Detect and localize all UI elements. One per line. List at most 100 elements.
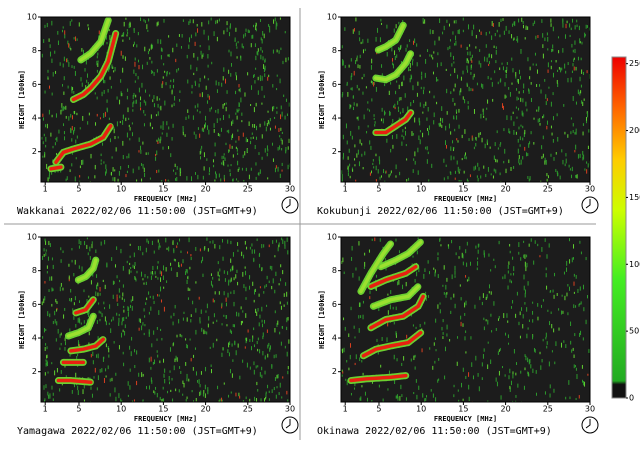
- noise-speck: [276, 374, 278, 379]
- noise-speck: [523, 254, 525, 258]
- noise-speck: [285, 282, 287, 286]
- noise-speck: [187, 297, 189, 300]
- noise-speck: [395, 395, 397, 399]
- noise-speck: [414, 366, 416, 370]
- noise-speck: [522, 24, 524, 29]
- noise-speck: [122, 33, 124, 36]
- noise-speck: [278, 283, 280, 286]
- noise-speck: [137, 245, 139, 251]
- noise-speck: [199, 93, 201, 97]
- noise-speck: [134, 349, 136, 353]
- noise-speck: [490, 77, 492, 81]
- noise-speck: [158, 294, 160, 297]
- noise-speck: [62, 26, 64, 29]
- noise-speck: [285, 146, 287, 152]
- noise-speck: [548, 361, 550, 367]
- noise-speck: [187, 109, 189, 113]
- noise-speck: [126, 170, 128, 174]
- noise-speck: [56, 321, 58, 326]
- noise-speck: [207, 78, 209, 81]
- noise-speck: [523, 240, 525, 243]
- noise-speck: [516, 36, 518, 40]
- noise-speck: [129, 23, 131, 28]
- noise-speck: [355, 179, 357, 182]
- noise-speck: [421, 75, 423, 80]
- noise-speck: [423, 104, 425, 109]
- noise-speck: [232, 359, 234, 362]
- noise-speck: [558, 327, 560, 331]
- noise-speck: [532, 368, 534, 373]
- noise-speck: [515, 372, 517, 376]
- noise-speck: [395, 24, 397, 29]
- noise-speck: [97, 282, 99, 287]
- noise-speck: [467, 60, 469, 64]
- noise-speck: [46, 271, 48, 274]
- noise-speck: [94, 175, 96, 179]
- noise-speck: [122, 329, 124, 333]
- noise-speck: [111, 257, 113, 261]
- noise-speck: [492, 98, 494, 102]
- noise-speck: [108, 117, 110, 120]
- noise-speck: [145, 101, 147, 106]
- noise-speck: [190, 254, 192, 257]
- noise-speck: [472, 76, 474, 80]
- noise-speck: [162, 121, 164, 126]
- noise-speck: [250, 104, 252, 107]
- noise-speck: [265, 396, 267, 400]
- colorbar-tick-label: 250: [629, 59, 640, 68]
- noise-speck: [255, 125, 257, 131]
- y-tick-label: 8: [332, 266, 337, 275]
- noise-speck: [393, 105, 395, 108]
- noise-speck: [380, 118, 382, 122]
- noise-speck: [55, 70, 57, 74]
- noise-speck: [491, 330, 493, 333]
- noise-speck: [209, 241, 211, 244]
- noise-speck: [127, 306, 129, 311]
- noise-speck: [529, 141, 531, 145]
- noise-speck: [498, 22, 500, 27]
- noise-speck: [232, 133, 234, 139]
- noise-speck: [210, 273, 212, 277]
- noise-speck: [527, 176, 529, 179]
- noise-speck: [207, 64, 209, 68]
- noise-speck: [276, 386, 278, 389]
- noise-speck: [468, 138, 470, 141]
- noise-speck: [242, 359, 244, 363]
- noise-speck: [86, 79, 88, 83]
- noise-speck: [351, 135, 353, 140]
- noise-speck: [106, 107, 108, 111]
- noise-speck: [195, 134, 197, 140]
- noise-speck: [487, 167, 489, 172]
- noise-speck: [541, 145, 543, 150]
- noise-speck: [485, 44, 487, 48]
- noise-speck: [218, 81, 220, 86]
- noise-speck: [214, 300, 216, 303]
- noise-speck: [538, 106, 540, 110]
- noise-speck: [563, 340, 565, 343]
- noise-speck: [510, 306, 512, 309]
- noise-speck: [229, 341, 231, 346]
- noise-speck: [150, 271, 152, 275]
- noise-speck: [70, 48, 72, 51]
- noise-speck: [103, 89, 105, 94]
- noise-speck: [131, 305, 133, 311]
- noise-speck: [223, 67, 225, 72]
- noise-speck: [148, 332, 150, 337]
- noise-speck: [113, 281, 115, 285]
- x-tick-label: 15: [458, 405, 468, 414]
- noise-speck: [225, 102, 227, 105]
- noise-speck: [130, 266, 132, 270]
- noise-speck: [271, 285, 273, 290]
- noise-speck: [172, 321, 174, 326]
- noise-speck: [279, 145, 281, 150]
- noise-speck: [201, 327, 203, 332]
- noise-speck: [152, 99, 154, 103]
- noise-speck: [437, 79, 439, 82]
- noise-speck: [203, 29, 205, 35]
- noise-speck: [524, 129, 526, 135]
- noise-speck: [382, 118, 384, 124]
- noise-speck: [137, 76, 139, 80]
- noise-speck: [182, 393, 184, 396]
- y-tick-label: 6: [32, 300, 37, 309]
